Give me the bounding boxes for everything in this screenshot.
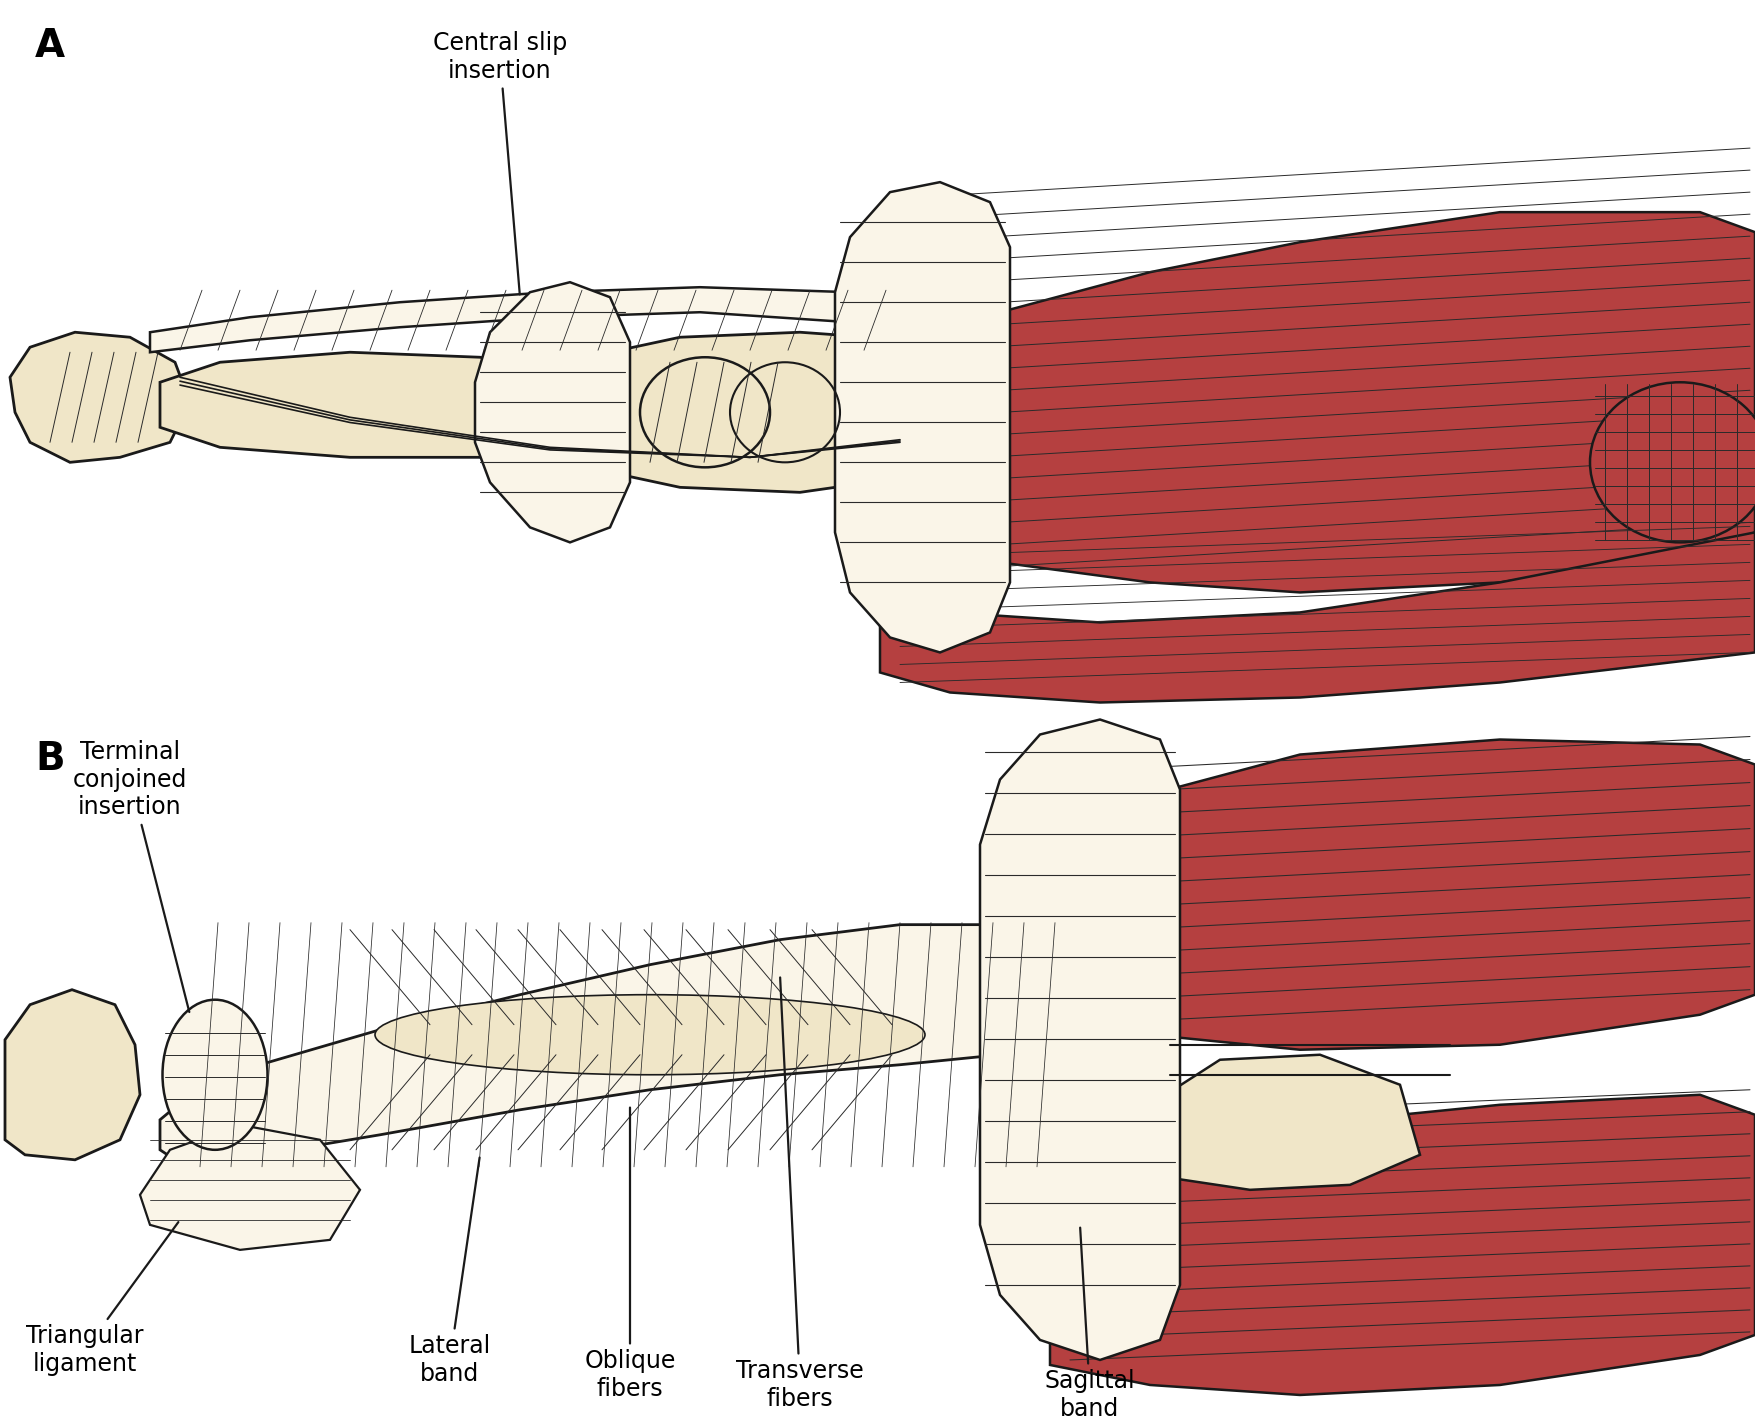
Polygon shape xyxy=(5,990,140,1160)
Polygon shape xyxy=(476,282,630,543)
Ellipse shape xyxy=(511,342,611,472)
Text: Transverse
fibers: Transverse fibers xyxy=(735,978,863,1411)
Polygon shape xyxy=(879,212,1755,593)
Text: Oblique
fibers: Oblique fibers xyxy=(584,1107,676,1401)
Polygon shape xyxy=(979,720,1179,1359)
Text: Sagittal
band: Sagittal band xyxy=(1044,1227,1135,1421)
Polygon shape xyxy=(149,288,911,352)
Polygon shape xyxy=(611,332,900,493)
Polygon shape xyxy=(140,1124,360,1250)
Polygon shape xyxy=(835,182,1009,653)
Polygon shape xyxy=(879,533,1755,703)
Text: B: B xyxy=(35,740,65,778)
Ellipse shape xyxy=(163,1000,267,1150)
Polygon shape xyxy=(160,352,530,457)
Polygon shape xyxy=(1150,1054,1420,1190)
Polygon shape xyxy=(11,332,190,462)
Ellipse shape xyxy=(376,995,925,1074)
Ellipse shape xyxy=(1590,382,1755,543)
Polygon shape xyxy=(1049,740,1755,1050)
Polygon shape xyxy=(160,925,1049,1170)
Ellipse shape xyxy=(879,338,979,477)
Text: Terminal
conjoined
insertion: Terminal conjoined insertion xyxy=(72,740,190,1012)
Text: Triangular
ligament: Triangular ligament xyxy=(26,1223,179,1377)
Polygon shape xyxy=(1049,1094,1755,1395)
Text: A: A xyxy=(35,27,65,66)
Text: Lateral
band: Lateral band xyxy=(409,1157,491,1387)
Text: Central slip
insertion: Central slip insertion xyxy=(433,31,567,295)
